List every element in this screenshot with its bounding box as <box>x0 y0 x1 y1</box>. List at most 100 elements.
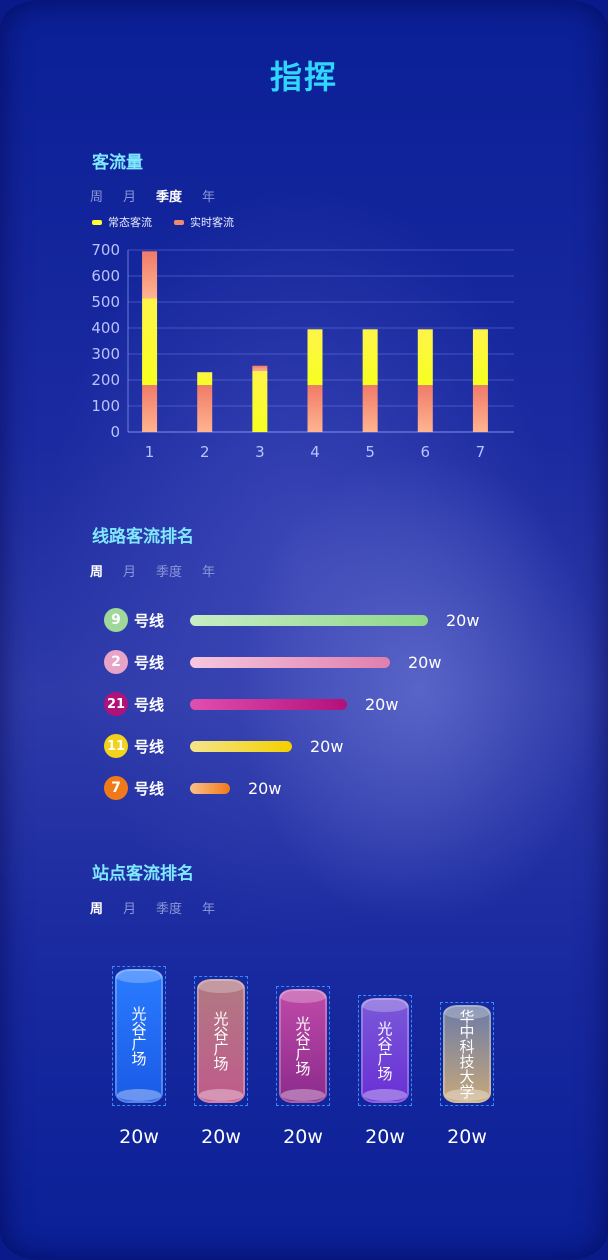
cylinder-top <box>361 998 409 1012</box>
line-flow-bar <box>190 614 428 626</box>
station-cylinder: 光谷广场 <box>115 969 163 1103</box>
line-flow-bar <box>190 782 230 794</box>
cylinder-bottom <box>445 1089 489 1101</box>
line-number-badge: 11 <box>104 734 128 758</box>
tab-week[interactable]: 周 <box>90 565 104 580</box>
line-number-badge: 21 <box>104 692 128 716</box>
bar-normal[interactable] <box>417 329 433 386</box>
tab-quarter[interactable]: 季度 <box>156 190 183 205</box>
line-label: 号线 <box>134 695 165 714</box>
bar-realtime[interactable] <box>197 385 213 432</box>
line-flow-value: 20w <box>446 610 480 630</box>
line-ranking-title: 线路客流排名 <box>92 527 194 547</box>
station-cylinder: 光谷广场 <box>197 979 245 1103</box>
bar-normal[interactable] <box>197 372 213 386</box>
cylinder-bottom <box>117 1089 161 1101</box>
bar-normal[interactable] <box>472 329 488 386</box>
y-tick-label: 200 <box>91 371 120 389</box>
bar-realtime-top[interactable] <box>142 251 158 299</box>
tab-quarter[interactable]: 季度 <box>156 565 183 580</box>
cylinder-bottom <box>199 1089 243 1101</box>
line-number-badge: 2 <box>104 650 128 674</box>
x-tick-label: 1 <box>145 443 155 461</box>
y-tick-label: 300 <box>91 345 120 363</box>
station-item[interactable]: 光谷广场 20w <box>194 976 248 1156</box>
line-number-badge: 9 <box>104 608 128 632</box>
cylinder-bottom <box>363 1089 407 1101</box>
station-flow-value: 20w <box>447 1126 487 1148</box>
station-name: 光谷广场 <box>211 1011 230 1071</box>
bar-realtime[interactable] <box>472 385 488 432</box>
bar-realtime[interactable] <box>307 385 323 432</box>
bar-realtime-top[interactable] <box>252 365 268 371</box>
station-flow-value: 20w <box>119 1126 159 1148</box>
station-selection-frame <box>440 1002 494 1106</box>
line-ranking-tabs: 周 月 季度 年 <box>90 561 235 580</box>
line-flow-value: 20w <box>310 736 344 756</box>
station-flow-value: 20w <box>283 1126 323 1148</box>
tab-year[interactable]: 年 <box>202 902 216 917</box>
bar-normal[interactable] <box>142 298 158 386</box>
tab-month[interactable]: 月 <box>123 902 137 917</box>
station-item[interactable]: 光谷广场 20w <box>112 966 166 1156</box>
tab-month[interactable]: 月 <box>123 190 137 205</box>
x-tick-label: 6 <box>421 443 431 461</box>
line-ranking-row[interactable]: 21 号线 20w <box>104 691 398 717</box>
bar-realtime[interactable] <box>362 385 378 432</box>
line-flow-value: 20w <box>365 694 399 714</box>
line-ranking-row[interactable]: 11 号线 20w <box>104 733 343 759</box>
station-name: 光谷广场 <box>129 1006 148 1066</box>
tab-year[interactable]: 年 <box>202 565 216 580</box>
station-item[interactable]: 华中科技大学 20w <box>440 1002 494 1156</box>
line-number-badge: 7 <box>104 776 128 800</box>
x-tick-label: 3 <box>255 443 265 461</box>
line-flow-value: 20w <box>408 652 442 672</box>
station-ranking-tabs: 周 月 季度 年 <box>90 898 235 917</box>
bar-normal[interactable] <box>252 370 268 432</box>
tab-quarter[interactable]: 季度 <box>156 902 183 917</box>
y-tick-label: 600 <box>91 267 120 285</box>
bar-normal[interactable] <box>307 329 323 386</box>
legend-label-normal: 常态客流 <box>108 216 152 229</box>
y-tick-label: 0 <box>110 423 120 441</box>
passenger-flow-bar-chart: 0 100 200 300 400 500 600 700 1 2 3 4 5 6 7 <box>91 241 514 461</box>
station-cylinder: 华中科技大学 <box>443 1005 491 1103</box>
y-tick-label: 700 <box>91 241 120 259</box>
cylinder-top <box>197 979 245 993</box>
station-item[interactable]: 光谷广场 20w <box>358 995 412 1156</box>
x-tick-label: 5 <box>365 443 375 461</box>
tab-week[interactable]: 周 <box>90 902 104 917</box>
line-label: 号线 <box>134 737 165 756</box>
line-label: 号线 <box>134 653 165 672</box>
line-flow-bar <box>190 698 347 710</box>
bar-normal[interactable] <box>362 329 378 386</box>
tab-week[interactable]: 周 <box>90 190 104 205</box>
line-ranking-row[interactable]: 9 号线 20w <box>104 607 479 633</box>
station-selection-frame <box>194 976 248 1106</box>
station-flow-value: 20w <box>365 1126 405 1148</box>
tab-month[interactable]: 月 <box>123 565 137 580</box>
legend-label-realtime: 实时客流 <box>190 216 234 229</box>
x-tick-label: 2 <box>200 443 210 461</box>
station-flow-value: 20w <box>201 1126 241 1148</box>
legend-item-normal-flow[interactable]: 常态客流 <box>92 214 152 230</box>
y-tick-label: 500 <box>91 293 120 311</box>
line-flow-bar <box>190 740 292 752</box>
bar-realtime[interactable] <box>142 385 158 432</box>
station-cylinder: 光谷广场 <box>361 998 409 1103</box>
station-selection-frame <box>112 966 166 1106</box>
line-ranking-row[interactable]: 7 号线 20w <box>104 775 281 801</box>
tab-year[interactable]: 年 <box>202 190 216 205</box>
station-name: 光谷广场 <box>375 1020 394 1081</box>
legend-swatch-realtime <box>174 219 184 225</box>
bar-realtime[interactable] <box>417 385 433 432</box>
line-flow-bar <box>190 656 390 668</box>
station-item[interactable]: 光谷广场 20w <box>276 986 330 1156</box>
line-ranking-row[interactable]: 2 号线 20w <box>104 649 441 675</box>
line-label: 号线 <box>134 611 165 630</box>
x-tick-label: 4 <box>310 443 320 461</box>
legend-swatch-normal <box>92 219 102 225</box>
legend-item-realtime-flow[interactable]: 实时客流 <box>174 214 234 230</box>
station-ranking-title: 站点客流排名 <box>92 864 194 884</box>
